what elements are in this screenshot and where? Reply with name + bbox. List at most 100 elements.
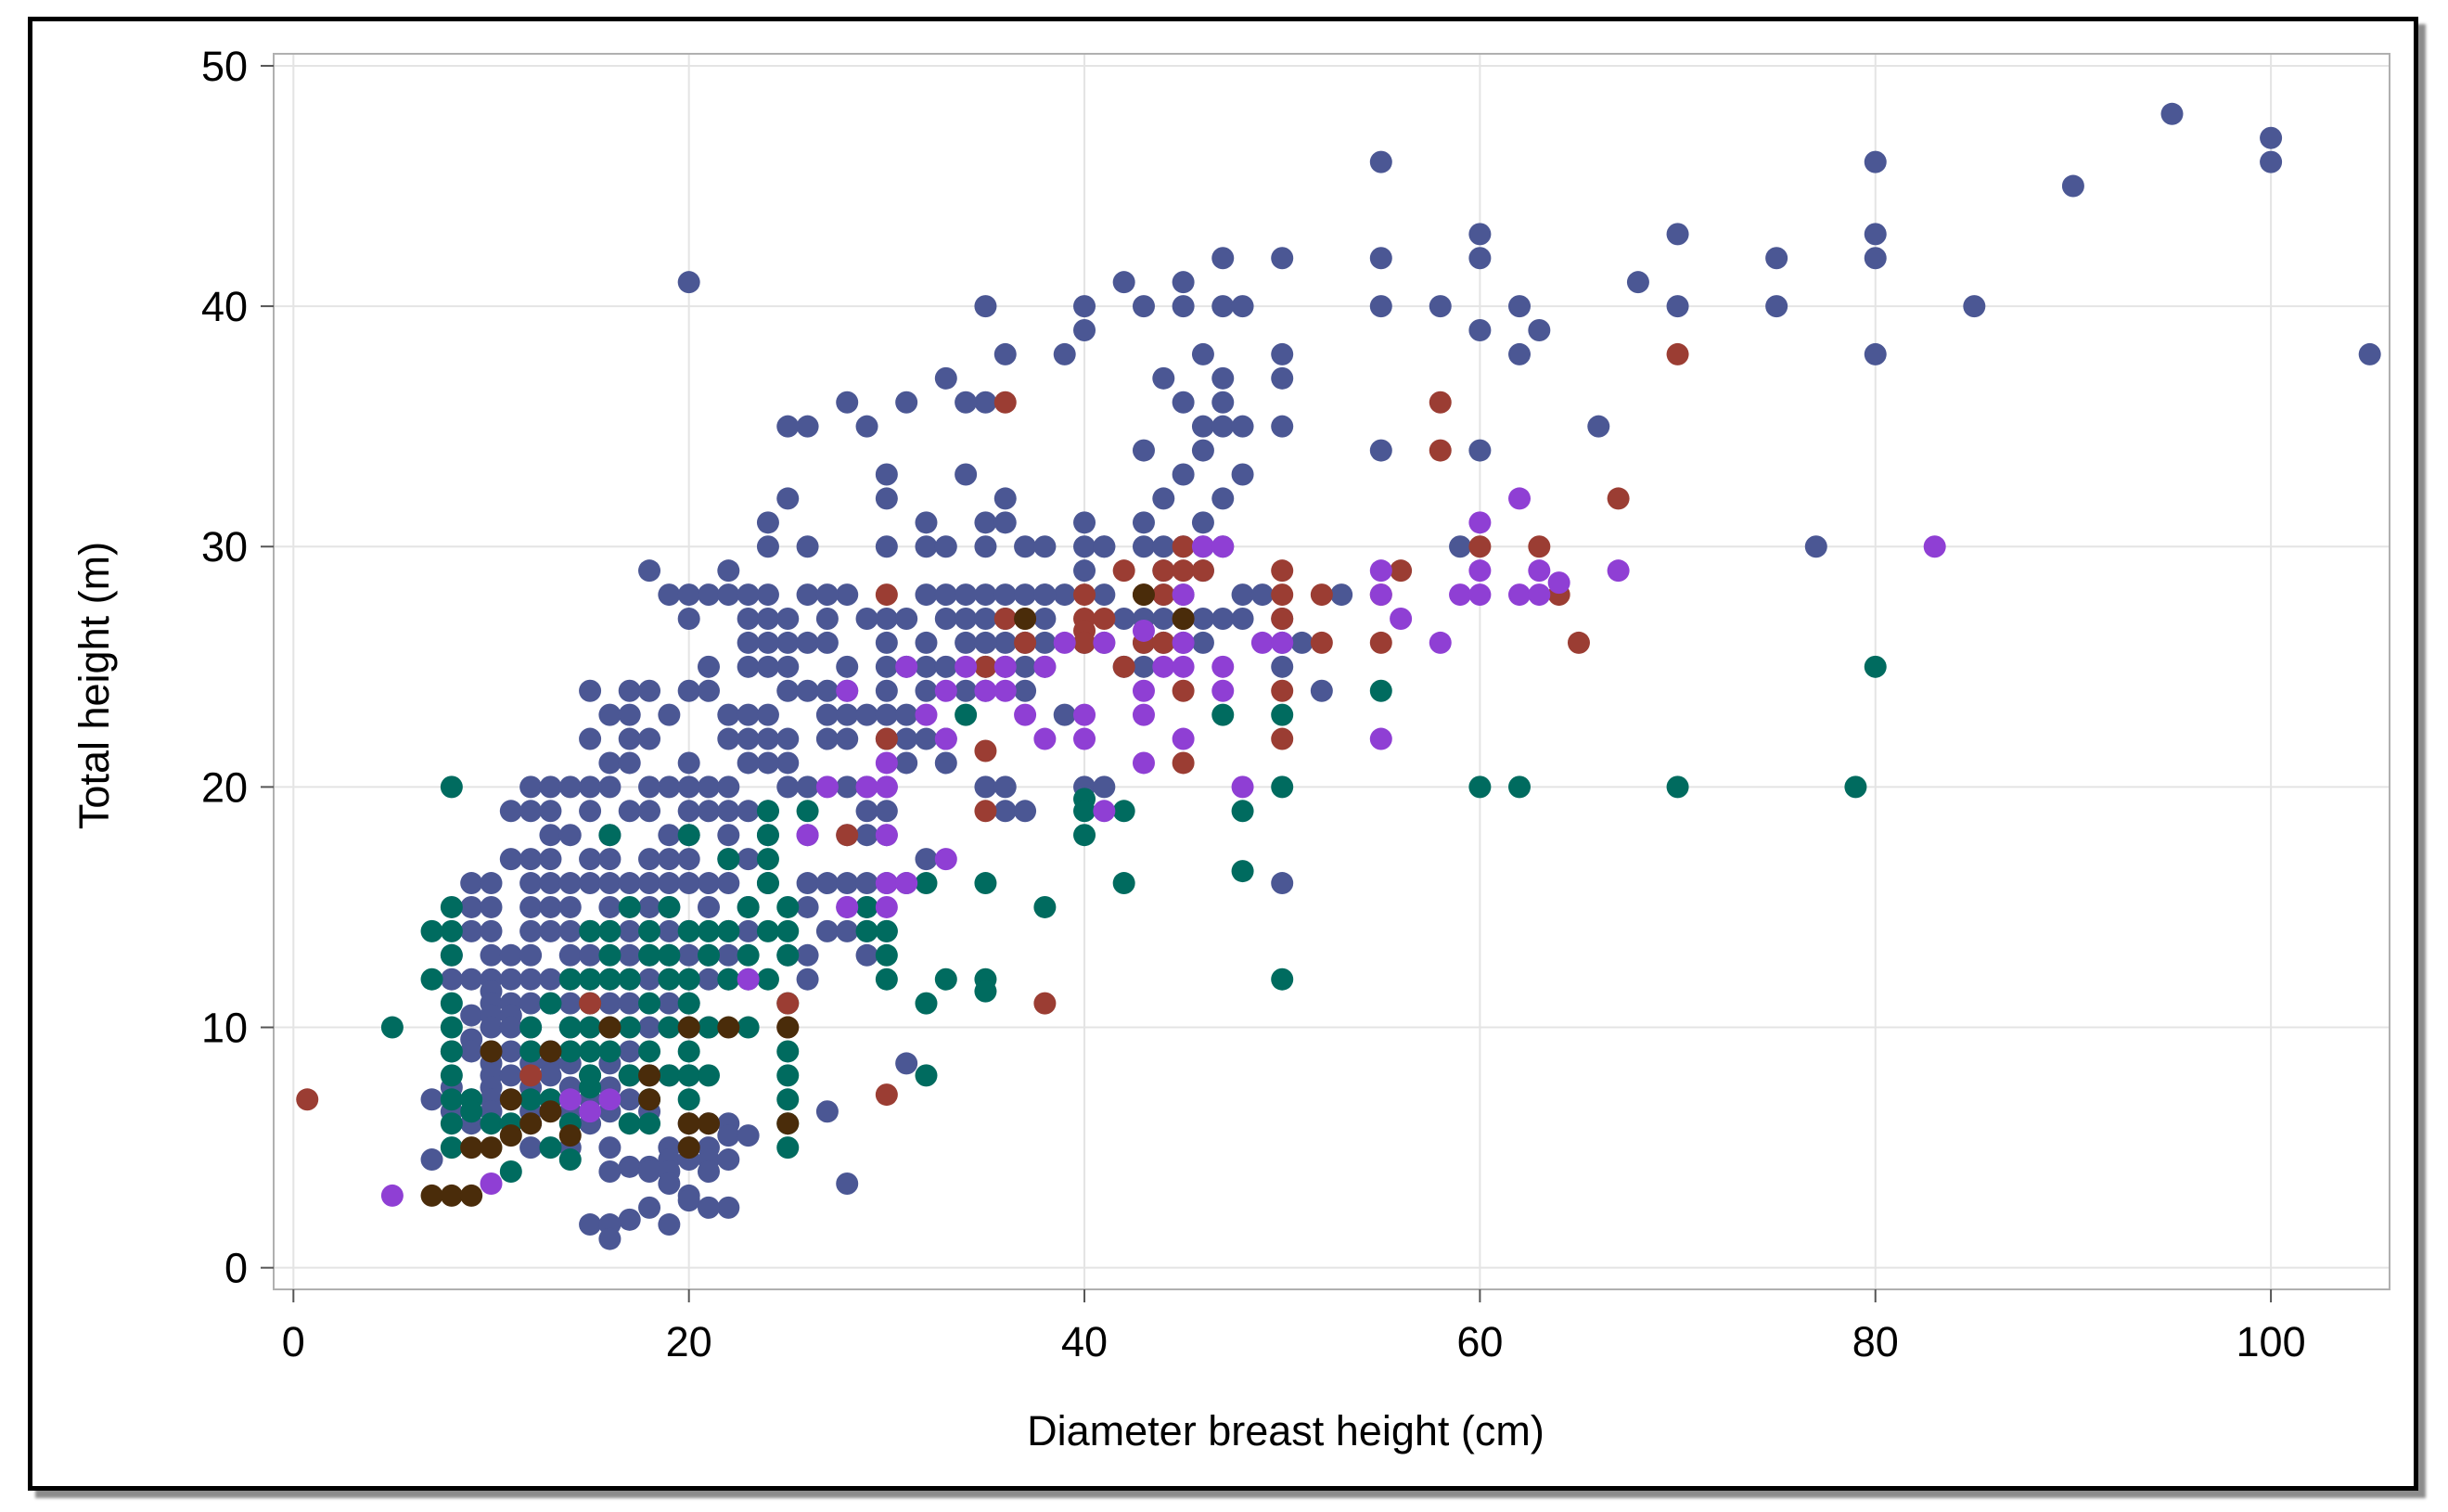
data-point bbox=[579, 775, 602, 799]
x-tick-label: 20 bbox=[666, 1318, 712, 1365]
data-point bbox=[1211, 535, 1235, 558]
data-point bbox=[993, 775, 1017, 799]
data-point bbox=[579, 800, 602, 823]
data-point bbox=[618, 800, 641, 823]
data-point bbox=[815, 583, 839, 607]
data-point bbox=[915, 535, 938, 558]
series-4 bbox=[420, 583, 1195, 1207]
data-point bbox=[756, 655, 779, 678]
data-point bbox=[796, 872, 819, 895]
data-point bbox=[697, 1112, 720, 1135]
data-point bbox=[499, 943, 522, 967]
data-point bbox=[717, 848, 740, 871]
y-tick-label: 0 bbox=[224, 1245, 248, 1292]
data-point bbox=[558, 1148, 582, 1172]
data-point bbox=[815, 703, 839, 726]
data-point bbox=[598, 895, 622, 918]
data-point bbox=[460, 1040, 483, 1063]
data-point bbox=[579, 727, 602, 750]
data-point bbox=[776, 679, 800, 702]
data-point bbox=[677, 1040, 700, 1063]
data-point bbox=[1271, 583, 1294, 607]
data-point bbox=[618, 992, 641, 1015]
data-point bbox=[796, 535, 819, 558]
data-point bbox=[618, 919, 641, 942]
data-point bbox=[539, 848, 562, 871]
data-point bbox=[658, 967, 681, 991]
data-point bbox=[480, 1040, 503, 1063]
data-point bbox=[1211, 415, 1235, 438]
data-point bbox=[1508, 487, 1532, 510]
data-point bbox=[993, 511, 1017, 534]
data-point bbox=[658, 895, 681, 918]
data-point bbox=[1132, 511, 1155, 534]
data-point bbox=[993, 631, 1017, 654]
data-point bbox=[776, 943, 800, 967]
data-point bbox=[875, 824, 898, 847]
data-point bbox=[1666, 775, 1689, 799]
data-point bbox=[558, 1040, 582, 1063]
data-point bbox=[460, 919, 483, 942]
data-point bbox=[756, 751, 779, 775]
data-point bbox=[915, 992, 938, 1015]
data-point bbox=[836, 919, 859, 942]
data-point bbox=[618, 943, 641, 967]
data-point bbox=[539, 992, 562, 1015]
data-point bbox=[1191, 631, 1214, 654]
data-point bbox=[737, 919, 760, 942]
data-point bbox=[955, 463, 978, 486]
data-point bbox=[499, 1160, 522, 1184]
data-point bbox=[440, 775, 463, 799]
data-point bbox=[875, 487, 898, 510]
data-point bbox=[558, 775, 582, 799]
data-point bbox=[1369, 247, 1392, 270]
data-point bbox=[697, 895, 720, 918]
data-point bbox=[1864, 342, 1887, 365]
data-point bbox=[815, 1100, 839, 1123]
data-point bbox=[974, 739, 997, 762]
data-point bbox=[875, 535, 898, 558]
data-point bbox=[380, 1184, 404, 1207]
data-point bbox=[1429, 631, 1452, 654]
data-point bbox=[638, 727, 661, 750]
data-point bbox=[1191, 342, 1214, 365]
data-point bbox=[875, 919, 898, 942]
data-point bbox=[1468, 247, 1492, 270]
data-point bbox=[737, 800, 760, 823]
data-point bbox=[697, 1196, 720, 1219]
data-point bbox=[618, 1064, 641, 1087]
data-point bbox=[875, 967, 898, 991]
data-point bbox=[1073, 703, 1096, 726]
data-point bbox=[658, 943, 681, 967]
data-point bbox=[1211, 391, 1235, 414]
data-point bbox=[1172, 679, 1195, 702]
data-point bbox=[796, 895, 819, 918]
data-point bbox=[1014, 679, 1037, 702]
data-point bbox=[1231, 607, 1254, 630]
data-point bbox=[1923, 535, 1946, 558]
data-point bbox=[776, 655, 800, 678]
data-point bbox=[579, 1064, 602, 1087]
data-point bbox=[836, 824, 859, 847]
data-point bbox=[974, 295, 997, 318]
data-point bbox=[1508, 583, 1532, 607]
data-point bbox=[677, 1136, 700, 1160]
data-point bbox=[499, 1016, 522, 1039]
data-point bbox=[558, 895, 582, 918]
data-point bbox=[460, 1004, 483, 1027]
data-point bbox=[638, 895, 661, 918]
data-point bbox=[915, 631, 938, 654]
data-point bbox=[796, 415, 819, 438]
data-point bbox=[1033, 992, 1057, 1015]
data-points bbox=[296, 102, 2381, 1250]
data-point bbox=[677, 800, 700, 823]
data-point bbox=[1864, 655, 1887, 678]
data-point bbox=[1429, 391, 1452, 414]
data-point bbox=[539, 1040, 562, 1063]
data-point bbox=[875, 631, 898, 654]
data-point bbox=[776, 1112, 800, 1135]
data-point bbox=[756, 535, 779, 558]
data-point bbox=[618, 727, 641, 750]
data-point bbox=[1468, 775, 1492, 799]
y-tick-label: 20 bbox=[201, 763, 248, 811]
